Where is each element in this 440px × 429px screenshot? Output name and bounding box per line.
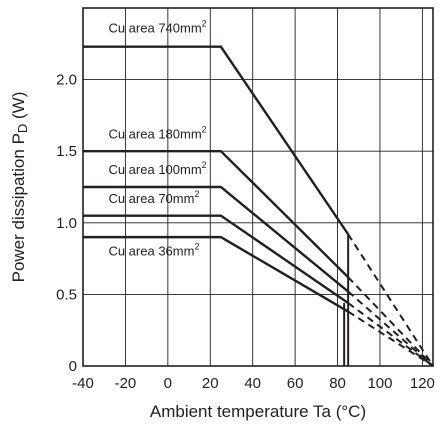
x-tick-label: 60 xyxy=(287,375,304,392)
series-label-text: Cu area 36mm xyxy=(108,244,194,259)
x-tick-label: 20 xyxy=(202,375,219,392)
x-tick-labels: -40 -20 0 20 40 60 80 100 120 xyxy=(72,375,435,392)
series-label-text: Cu area 100mm xyxy=(108,162,201,177)
y-tick-label: 0 xyxy=(69,358,77,375)
y-tick-label: 1.5 xyxy=(56,143,77,160)
y-axis-title: Power dissipation PD (W) xyxy=(9,92,30,283)
series-label-superscript: 2 xyxy=(194,189,199,199)
y-tick-label: 1.0 xyxy=(56,215,77,232)
x-tick-label: 120 xyxy=(410,375,435,392)
temperature-limit-markers xyxy=(343,234,350,366)
y-axis-title-subscript: D xyxy=(15,124,30,133)
x-tick-label: -20 xyxy=(115,375,137,392)
series-line xyxy=(83,214,434,367)
x-tick-label: 0 xyxy=(164,375,172,392)
y-tick-label: 0.5 xyxy=(56,286,77,303)
series-dashed-segment xyxy=(347,310,434,367)
series-label-text: Cu area 180mm xyxy=(108,126,201,141)
series-solid-segment xyxy=(83,45,350,235)
series-label: Cu area 740mm2 xyxy=(108,18,206,35)
series-dashed-segment xyxy=(347,302,434,367)
series-solid-segment xyxy=(83,149,349,279)
series-line xyxy=(83,149,434,367)
series-dashed-segment xyxy=(347,233,434,367)
series-solid-segment xyxy=(83,185,349,293)
series-label-text: Cu area 740mm xyxy=(108,20,201,35)
series-solid-segment xyxy=(83,214,349,304)
series-label: Cu area 100mm2 xyxy=(108,160,206,177)
series-dashed-segment xyxy=(347,290,434,367)
y-axis-title-main: Power dissipation P xyxy=(9,133,28,282)
x-tick-label: -40 xyxy=(72,375,94,392)
x-tick-label: 40 xyxy=(244,375,261,392)
series-line xyxy=(83,235,434,367)
series-solid-segment xyxy=(83,235,349,313)
series-line xyxy=(83,185,434,367)
series-label-superscript: 2 xyxy=(202,18,207,28)
y-tick-label: 2.0 xyxy=(56,72,77,89)
y-tick-labels: 0 0.5 1.0 1.5 2.0 xyxy=(56,72,77,375)
series-label: Cu area 180mm2 xyxy=(108,124,206,141)
series-lines xyxy=(83,45,434,367)
series-label: Cu area 36mm2 xyxy=(108,242,199,259)
x-tick-label: 100 xyxy=(367,375,392,392)
series-label-superscript: 2 xyxy=(194,242,199,252)
series-label-superscript: 2 xyxy=(202,160,207,170)
x-axis-title: Ambient temperature Ta (°C) xyxy=(150,402,366,421)
series-line xyxy=(83,45,434,367)
y-axis-title-tail: (W) xyxy=(9,92,28,124)
plot-frame xyxy=(82,7,434,367)
x-tick-label: 80 xyxy=(329,375,346,392)
series-dashed-segment xyxy=(347,276,434,367)
series-label-text: Cu area 70mm xyxy=(108,191,194,206)
series-label: Cu area 70mm2 xyxy=(108,189,199,206)
series-label-superscript: 2 xyxy=(202,124,207,134)
